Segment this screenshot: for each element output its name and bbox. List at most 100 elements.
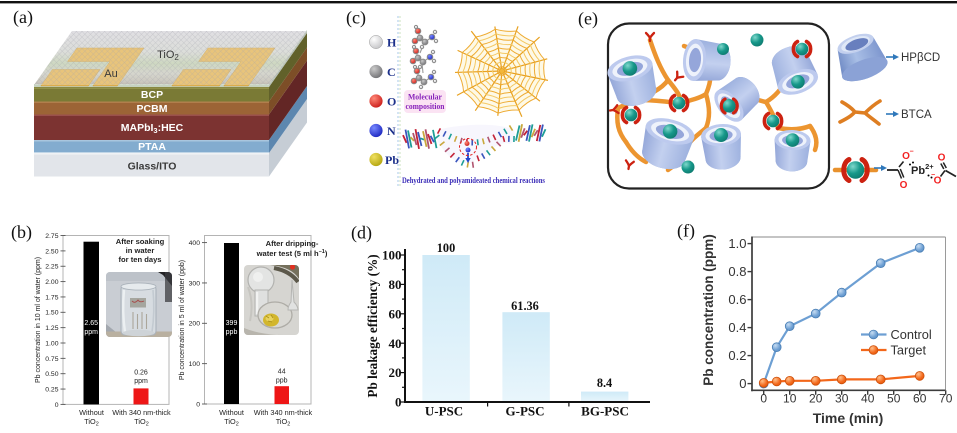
svg-text:1.75: 1.75 xyxy=(45,294,58,301)
svg-text:0.50: 0.50 xyxy=(45,371,58,378)
svg-text:ppm: ppm xyxy=(84,329,98,336)
svg-text:Pb leakage efficiency (%): Pb leakage efficiency (%) xyxy=(365,254,380,397)
svg-text:0.8: 0.8 xyxy=(728,264,746,279)
svg-text:Glass/ITO: Glass/ITO xyxy=(128,161,177,173)
svg-text:TiO2: TiO2 xyxy=(157,49,179,62)
svg-text:(d): (d) xyxy=(351,223,372,244)
svg-text:399: 399 xyxy=(226,320,238,327)
svg-text:0.75: 0.75 xyxy=(45,356,58,363)
svg-text:C: C xyxy=(387,65,396,79)
svg-text:After dripping-: After dripping- xyxy=(266,239,319,248)
svg-text:0.4: 0.4 xyxy=(728,320,746,335)
svg-text:100: 100 xyxy=(437,241,455,255)
svg-text:Pb concentration in 5 ml of wa: Pb concentration in 5 ml of water (ppb) xyxy=(179,260,186,380)
svg-text:Pb concentration in 10 ml of w: Pb concentration in 10 ml of water (ppm) xyxy=(35,257,42,383)
svg-text:−: − xyxy=(910,149,914,156)
svg-text:(b): (b) xyxy=(11,222,32,243)
svg-text:8.4: 8.4 xyxy=(597,376,612,390)
svg-text:composition: composition xyxy=(406,102,446,111)
svg-text:N: N xyxy=(387,124,396,138)
svg-text:Control: Control xyxy=(891,327,932,342)
svg-text:44: 44 xyxy=(278,369,286,376)
svg-text:1.25: 1.25 xyxy=(45,325,58,332)
svg-text:−: − xyxy=(931,172,935,179)
svg-text:Target: Target xyxy=(891,343,927,358)
svg-text:2.00: 2.00 xyxy=(45,279,58,286)
svg-text:0: 0 xyxy=(760,392,767,406)
svg-text:BCP: BCP xyxy=(141,89,163,101)
svg-text:0: 0 xyxy=(739,376,746,391)
svg-text:With 340 nm-thick: With 340 nm-thick xyxy=(112,408,171,417)
svg-text:(e): (e) xyxy=(578,9,598,30)
svg-text:2.75: 2.75 xyxy=(45,233,58,240)
svg-text:100: 100 xyxy=(189,361,201,368)
svg-text:After soaking: After soaking xyxy=(116,237,165,246)
svg-text:0.2: 0.2 xyxy=(728,348,746,363)
svg-text:O: O xyxy=(938,153,946,164)
svg-text:BTCA: BTCA xyxy=(901,109,932,121)
svg-text:Molecular: Molecular xyxy=(408,93,442,102)
svg-text:70: 70 xyxy=(939,392,953,406)
svg-text:40: 40 xyxy=(389,336,402,351)
svg-text:Pb concentration (ppm): Pb concentration (ppm) xyxy=(701,234,716,386)
svg-text:Time (min): Time (min) xyxy=(813,410,884,426)
svg-text:2.65: 2.65 xyxy=(84,320,98,327)
svg-text:1.00: 1.00 xyxy=(45,340,58,347)
svg-text:0.26: 0.26 xyxy=(134,370,148,377)
svg-text:TiO2: TiO2 xyxy=(84,417,99,428)
svg-text:ppb: ppb xyxy=(276,377,288,384)
svg-text:0.25: 0.25 xyxy=(45,386,58,393)
svg-text:(c): (c) xyxy=(346,8,366,29)
svg-text:50: 50 xyxy=(887,392,901,406)
svg-text:Pb: Pb xyxy=(385,153,399,167)
svg-text:2.50: 2.50 xyxy=(45,248,58,255)
svg-text:60: 60 xyxy=(913,392,927,406)
svg-text:20: 20 xyxy=(389,365,402,380)
svg-text:HPβCD: HPβCD xyxy=(901,52,940,64)
svg-text:U-PSC: U-PSC xyxy=(425,404,463,419)
svg-text:PTAA: PTAA xyxy=(138,141,166,153)
svg-text:300: 300 xyxy=(189,280,201,287)
svg-text:With 340 nm-thick: With 340 nm-thick xyxy=(254,408,313,417)
svg-text:0: 0 xyxy=(55,402,59,409)
svg-text:61.36: 61.36 xyxy=(511,299,539,313)
svg-text:ppm: ppm xyxy=(134,378,148,385)
svg-text:TiO2: TiO2 xyxy=(276,417,291,428)
svg-text:10: 10 xyxy=(783,392,797,406)
svg-text:ppb: ppb xyxy=(226,329,238,336)
svg-text:G-PSC: G-PSC xyxy=(506,404,545,419)
svg-text:100: 100 xyxy=(382,248,402,263)
svg-text:O: O xyxy=(902,151,910,162)
svg-text:in water: in water xyxy=(126,246,155,255)
svg-text:O: O xyxy=(387,95,396,109)
svg-text:Without: Without xyxy=(79,408,104,417)
svg-text:0.6: 0.6 xyxy=(728,292,746,307)
svg-text:TiO2: TiO2 xyxy=(134,417,149,428)
svg-text:0: 0 xyxy=(196,401,200,408)
svg-text:BG-PSC: BG-PSC xyxy=(581,404,629,419)
svg-text:400: 400 xyxy=(189,240,201,247)
svg-text:Au: Au xyxy=(104,68,117,80)
svg-text:200: 200 xyxy=(189,321,201,328)
svg-text:40: 40 xyxy=(861,392,875,406)
svg-text:1.0: 1.0 xyxy=(728,236,746,251)
svg-text:for ten days: for ten days xyxy=(118,255,161,264)
svg-text:PCBM: PCBM xyxy=(137,103,168,115)
svg-text:O: O xyxy=(934,176,942,187)
svg-text:20: 20 xyxy=(809,392,823,406)
svg-text:O: O xyxy=(900,180,908,191)
svg-text:(a): (a) xyxy=(13,7,33,28)
svg-text:30: 30 xyxy=(835,392,849,406)
svg-text:H: H xyxy=(387,36,397,50)
svg-text:Dehydrated and polyamideated c: Dehydrated and polyamideated chemical re… xyxy=(402,176,545,185)
svg-text:(f): (f) xyxy=(677,221,695,242)
svg-text:80: 80 xyxy=(389,277,402,292)
svg-text:1.50: 1.50 xyxy=(45,310,58,317)
svg-text:Without: Without xyxy=(219,408,244,417)
svg-text:TiO2: TiO2 xyxy=(224,417,239,428)
svg-text:60: 60 xyxy=(389,306,402,321)
svg-text:2.25: 2.25 xyxy=(45,264,58,271)
svg-text:water test (5 ml h–1): water test (5 ml h–1) xyxy=(256,249,328,258)
svg-text:0: 0 xyxy=(395,395,402,410)
svg-text:MAPbI3:HEC: MAPbI3:HEC xyxy=(121,122,184,135)
